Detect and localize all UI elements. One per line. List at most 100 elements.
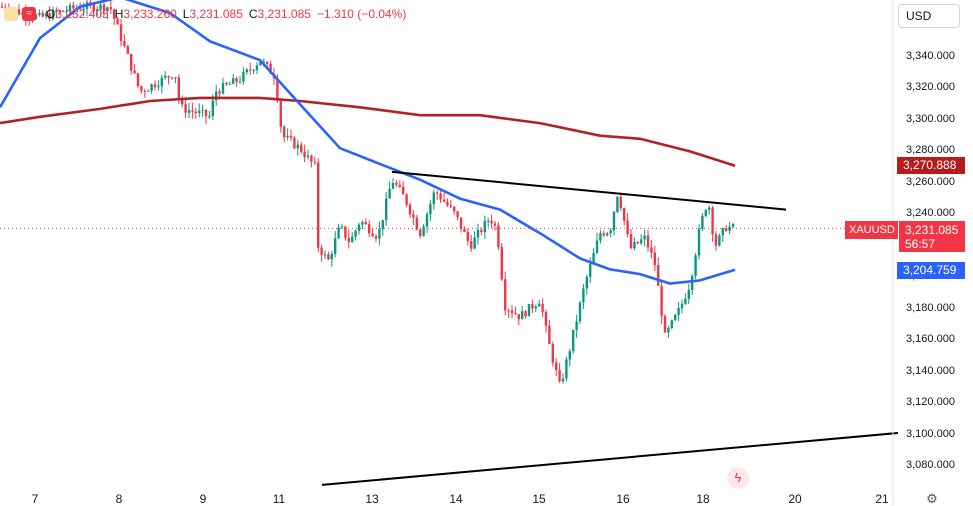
candle bbox=[327, 251, 330, 260]
price-tick-label: 3,340.000 bbox=[906, 50, 955, 62]
candle bbox=[493, 220, 497, 231]
candle bbox=[317, 158, 320, 253]
candle bbox=[412, 210, 415, 226]
candle bbox=[140, 85, 143, 94]
candle bbox=[514, 306, 517, 315]
time-tick-label: 18 bbox=[696, 492, 710, 506]
candle bbox=[728, 221, 731, 235]
candle bbox=[565, 356, 568, 382]
bar-countdown: 56:57 bbox=[905, 237, 936, 251]
low-label: L bbox=[182, 7, 190, 21]
candle bbox=[463, 226, 466, 233]
candle bbox=[436, 190, 439, 200]
candle bbox=[225, 81, 228, 86]
candle bbox=[160, 74, 163, 94]
ma200-price-tag: 3,270.888 bbox=[897, 157, 965, 174]
candle bbox=[405, 193, 408, 208]
candle bbox=[592, 248, 595, 265]
candle bbox=[106, 6, 109, 20]
open-label: O bbox=[46, 7, 56, 21]
candle bbox=[691, 274, 694, 295]
price-tick-label: 3,180.000 bbox=[906, 301, 955, 314]
currency-selector[interactable]: USD bbox=[898, 4, 960, 28]
time-tick-label: 11 bbox=[272, 492, 286, 506]
candle bbox=[357, 222, 361, 235]
candle bbox=[544, 309, 548, 333]
candle bbox=[425, 211, 429, 234]
candle bbox=[130, 53, 133, 75]
candle bbox=[109, 0, 112, 14]
candle bbox=[215, 84, 218, 106]
ohlc-legend: ≈ O 3,232.405 H 3,233.260 L 3,231.085 C 3,23… bbox=[0, 0, 406, 28]
candle bbox=[238, 75, 242, 85]
candle bbox=[55, 7, 58, 19]
candle bbox=[286, 128, 289, 141]
candle bbox=[119, 18, 123, 47]
candle bbox=[402, 181, 405, 195]
candle bbox=[626, 213, 629, 238]
gear-icon[interactable]: ⚙ bbox=[926, 491, 938, 506]
candle bbox=[650, 240, 653, 259]
candle bbox=[351, 232, 354, 243]
candle bbox=[374, 233, 378, 242]
ma50-price-value: 3,204.759 bbox=[903, 263, 957, 277]
flash-icon[interactable]: ϟ bbox=[727, 467, 749, 489]
low-value: 3,231.085 bbox=[189, 7, 243, 21]
candle bbox=[619, 192, 622, 211]
candle bbox=[538, 299, 541, 307]
candle bbox=[17, 4, 21, 16]
candle bbox=[721, 227, 724, 242]
candle bbox=[623, 207, 626, 226]
candle bbox=[640, 234, 643, 245]
candle bbox=[68, 2, 72, 15]
candle bbox=[133, 64, 136, 75]
candle bbox=[228, 81, 231, 85]
candle bbox=[606, 232, 609, 237]
candle bbox=[395, 180, 398, 188]
candle bbox=[184, 97, 187, 118]
candle bbox=[731, 222, 735, 229]
candle bbox=[470, 234, 473, 253]
candle bbox=[48, 6, 51, 21]
candle bbox=[708, 205, 711, 215]
candle bbox=[170, 76, 174, 80]
candle bbox=[296, 139, 299, 156]
candle bbox=[487, 217, 490, 228]
candle bbox=[310, 154, 313, 168]
candle bbox=[279, 98, 282, 133]
candle bbox=[313, 156, 316, 166]
candle bbox=[143, 88, 146, 98]
candle bbox=[449, 199, 452, 209]
candle bbox=[204, 109, 208, 124]
candle bbox=[558, 362, 561, 384]
candle bbox=[147, 89, 150, 92]
candle bbox=[585, 274, 588, 295]
upper-trendline bbox=[391, 170, 787, 211]
candle bbox=[368, 220, 371, 237]
time-tick-label: 20 bbox=[788, 492, 802, 506]
candle bbox=[568, 348, 571, 367]
candle bbox=[575, 314, 578, 338]
candle bbox=[194, 107, 197, 119]
time-tick-label: 13 bbox=[365, 492, 379, 506]
symbol-label-tag: XAUUSD bbox=[845, 221, 898, 239]
candle bbox=[415, 214, 418, 231]
wave-icon[interactable]: ≈ bbox=[22, 7, 36, 21]
candle bbox=[561, 373, 565, 384]
candle bbox=[344, 225, 347, 241]
candle bbox=[255, 62, 259, 75]
candle bbox=[381, 220, 384, 236]
candle bbox=[643, 229, 646, 247]
candle bbox=[187, 103, 191, 119]
last-price-tag: 3,231.085 56:57 bbox=[899, 221, 965, 252]
candle bbox=[191, 102, 194, 119]
candle bbox=[289, 129, 293, 141]
candle bbox=[0, 2, 4, 9]
candle bbox=[646, 230, 650, 252]
candle bbox=[453, 205, 456, 215]
candle bbox=[354, 229, 357, 241]
candle bbox=[578, 300, 582, 325]
candle bbox=[476, 223, 480, 245]
candle bbox=[629, 229, 633, 250]
